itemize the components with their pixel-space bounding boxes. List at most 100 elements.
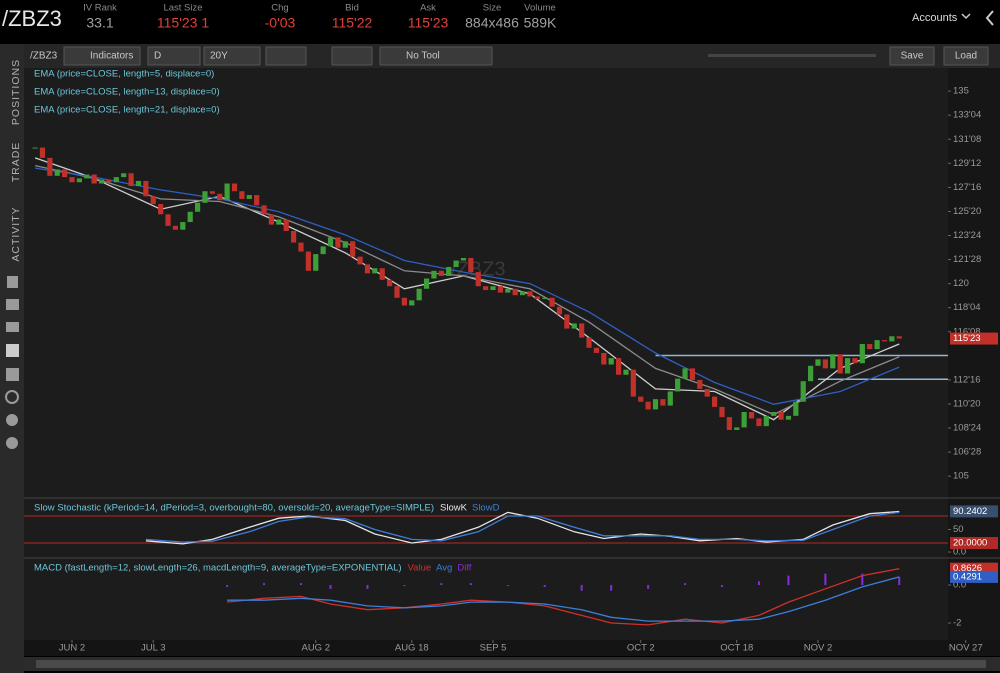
icon[interactable]: [6, 344, 19, 357]
load-button[interactable]: [943, 46, 989, 66]
price-flag-label: 20.0000: [953, 538, 987, 549]
candle: [881, 340, 888, 342]
candle: [268, 214, 275, 225]
period-label: 20Y: [210, 51, 228, 62]
style-select[interactable]: [265, 46, 307, 66]
tool-select[interactable]: [379, 46, 493, 66]
diff-bar: [861, 573, 864, 586]
icon[interactable]: [5, 390, 19, 404]
candle: [335, 237, 341, 248]
candle: [379, 268, 385, 280]
candle: [815, 359, 821, 366]
candle: [305, 251, 311, 271]
candle: [209, 191, 215, 194]
candle: [675, 378, 681, 392]
candle: [519, 291, 526, 296]
candle: [121, 173, 127, 178]
candle: [224, 183, 230, 201]
candle: [771, 412, 777, 416]
candle: [84, 174, 90, 179]
field-label: Volume: [524, 3, 556, 14]
save-button[interactable]: [889, 46, 935, 66]
candle: [808, 365, 814, 382]
y-tick-label: 112'16: [953, 374, 981, 385]
candle: [438, 270, 444, 276]
candle: [401, 297, 407, 306]
field-label: Bid: [345, 3, 359, 14]
candle: [350, 241, 356, 257]
x-tick-label: AUG 18: [395, 643, 429, 654]
symbol: /ZBZ3: [2, 6, 62, 31]
zoom-slider[interactable]: [708, 54, 876, 57]
load-label: Load: [955, 51, 977, 62]
icon[interactable]: [6, 299, 19, 310]
icon[interactable]: [6, 414, 18, 426]
price-flag-label: 115'23: [953, 333, 981, 344]
candle: [158, 204, 164, 215]
candle: [372, 268, 378, 274]
candle: [283, 219, 289, 232]
x-tick-label: SEP 5: [480, 643, 507, 654]
candle: [475, 272, 481, 287]
indicators-button[interactable]: [63, 46, 141, 66]
candle: [187, 211, 193, 223]
aggregation-select[interactable]: [147, 46, 201, 66]
legend-item: Diff: [457, 563, 471, 574]
candle: [711, 396, 718, 407]
candle: [837, 354, 843, 374]
candle: [630, 369, 636, 397]
series-line: [35, 167, 900, 405]
candle: [47, 157, 53, 176]
icon[interactable]: [6, 368, 19, 381]
diff-bar: [580, 585, 583, 591]
candle: [320, 246, 326, 255]
x-tick-label: JUN 2: [59, 643, 85, 654]
scrollbar-thumb[interactable]: [36, 660, 986, 668]
drawing-select[interactable]: [331, 46, 373, 66]
diff-bar: [684, 583, 687, 586]
price-flag-label: 90.2402: [953, 506, 987, 517]
collapse-arrow[interactable]: [985, 10, 994, 26]
field-value: 115'23 1: [157, 15, 209, 31]
icon[interactable]: [6, 322, 19, 332]
series-line: [227, 576, 900, 622]
candle: [409, 300, 415, 306]
series-line: [34, 164, 900, 416]
candle: [512, 288, 518, 296]
candle: [276, 219, 282, 225]
period-select[interactable]: [203, 46, 261, 66]
candle: [593, 347, 600, 353]
series-line: [145, 510, 900, 545]
candle: [667, 391, 673, 406]
candle: [76, 178, 82, 183]
icon[interactable]: [6, 437, 18, 449]
sidebar-tab[interactable]: ACTIVITY: [10, 206, 22, 261]
candle: [564, 314, 570, 329]
accounts-menu[interactable]: Accounts: [912, 12, 958, 24]
indicators-label: Indicators: [90, 51, 133, 62]
x-tick-label: AUG 2: [301, 643, 330, 654]
y-tick-label: 120: [953, 278, 969, 289]
field-label: Size: [483, 3, 501, 14]
candle: [231, 183, 238, 192]
y-tick-label: 121'28: [953, 254, 981, 265]
diff-bar: [824, 573, 827, 586]
candle: [785, 415, 792, 420]
candle: [822, 359, 828, 369]
candle: [423, 278, 430, 289]
sidebar-tab[interactable]: TRADE: [10, 142, 22, 183]
sidebar-tab[interactable]: POSITIONS: [10, 59, 22, 125]
candle: [91, 174, 97, 184]
y-tick-label: 135: [953, 86, 969, 97]
candle: [527, 291, 533, 297]
x-tick-label: OCT 18: [720, 643, 753, 654]
candle: [357, 256, 363, 265]
candle: [645, 401, 651, 410]
candle: [165, 214, 171, 226]
candle: [608, 358, 614, 365]
price-flag: [950, 537, 998, 550]
icon[interactable]: [7, 276, 18, 288]
candle: [387, 279, 393, 287]
candle: [497, 286, 504, 293]
candle: [859, 343, 865, 364]
